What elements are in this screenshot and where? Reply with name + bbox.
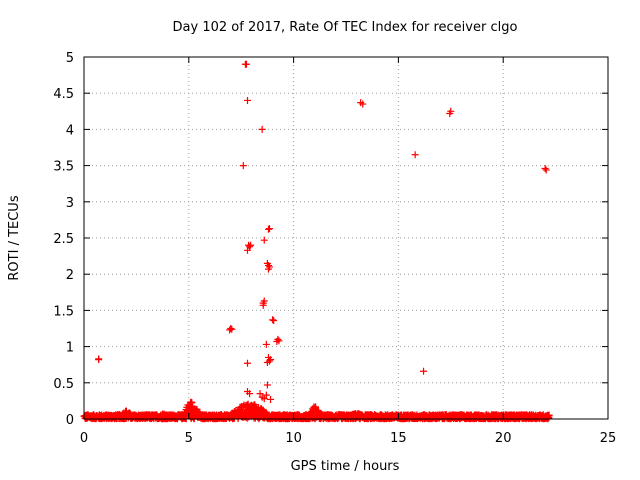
plot-frame <box>83 56 609 420</box>
data-point <box>259 301 267 309</box>
x-tick-label: 15 <box>390 431 407 446</box>
chart-title: Day 102 of 2017, Rate Of TEC Index for r… <box>173 20 518 35</box>
x-tick-label: 5 <box>185 431 193 446</box>
data-point <box>95 356 103 364</box>
baseline-point <box>193 406 201 414</box>
y-tick-label: 4.5 <box>53 87 74 102</box>
x-axis-label: GPS time / hours <box>291 459 400 474</box>
data-point <box>269 316 277 324</box>
data-point <box>243 246 251 254</box>
data-point <box>242 60 250 68</box>
data-points <box>80 60 553 423</box>
data-point <box>541 164 549 172</box>
data-point <box>270 317 278 325</box>
data-point <box>260 395 268 403</box>
data-point <box>260 236 268 244</box>
data-point <box>420 367 428 375</box>
data-point <box>227 325 235 332</box>
y-tick-label: 0.5 <box>53 377 74 392</box>
data-point <box>446 109 454 117</box>
data-point <box>265 225 273 233</box>
baseline-point <box>545 414 553 422</box>
y-tick-label: 0 <box>66 413 74 428</box>
data-point <box>263 381 271 389</box>
data-point <box>247 241 255 249</box>
data-point <box>246 243 254 251</box>
y-tick-label: 1.5 <box>53 304 74 319</box>
y-axis-label: ROTI / TECUs <box>7 195 22 280</box>
data-point <box>267 356 275 364</box>
data-point <box>243 96 251 104</box>
data-point <box>239 162 247 170</box>
data-point <box>243 359 251 367</box>
y-tick-label: 2.5 <box>53 232 74 247</box>
axis-ticks: 0 5 10 15 20 25 0 0.5 1 1.5 2 2.5 3 3.5 4 4.5 5 <box>53 51 616 446</box>
data-point <box>273 338 281 346</box>
x-tick-label: 10 <box>285 431 302 446</box>
grid <box>84 57 608 419</box>
y-tick-label: 1 <box>66 341 74 356</box>
data-point <box>246 390 254 398</box>
x-tick-label: 20 <box>495 431 512 446</box>
data-point <box>267 395 275 403</box>
y-tick-label: 2 <box>66 268 74 283</box>
data-point <box>262 340 270 348</box>
baseline-point <box>312 403 320 411</box>
data-point <box>226 326 234 334</box>
data-point <box>542 166 550 174</box>
data-point <box>359 100 367 108</box>
y-tick-label: 4 <box>66 123 74 138</box>
data-point <box>262 391 270 399</box>
x-tick-label: 0 <box>80 431 88 446</box>
y-tick-label: 3 <box>66 196 74 211</box>
data-point <box>264 265 272 273</box>
data-point <box>258 125 266 133</box>
y-tick-label: 5 <box>66 51 74 66</box>
data-point <box>260 297 268 305</box>
y-tick-label: 3.5 <box>53 160 74 175</box>
data-point <box>264 225 272 233</box>
x-tick-label: 25 <box>600 431 617 446</box>
data-point <box>256 390 264 398</box>
data-point <box>411 151 419 159</box>
